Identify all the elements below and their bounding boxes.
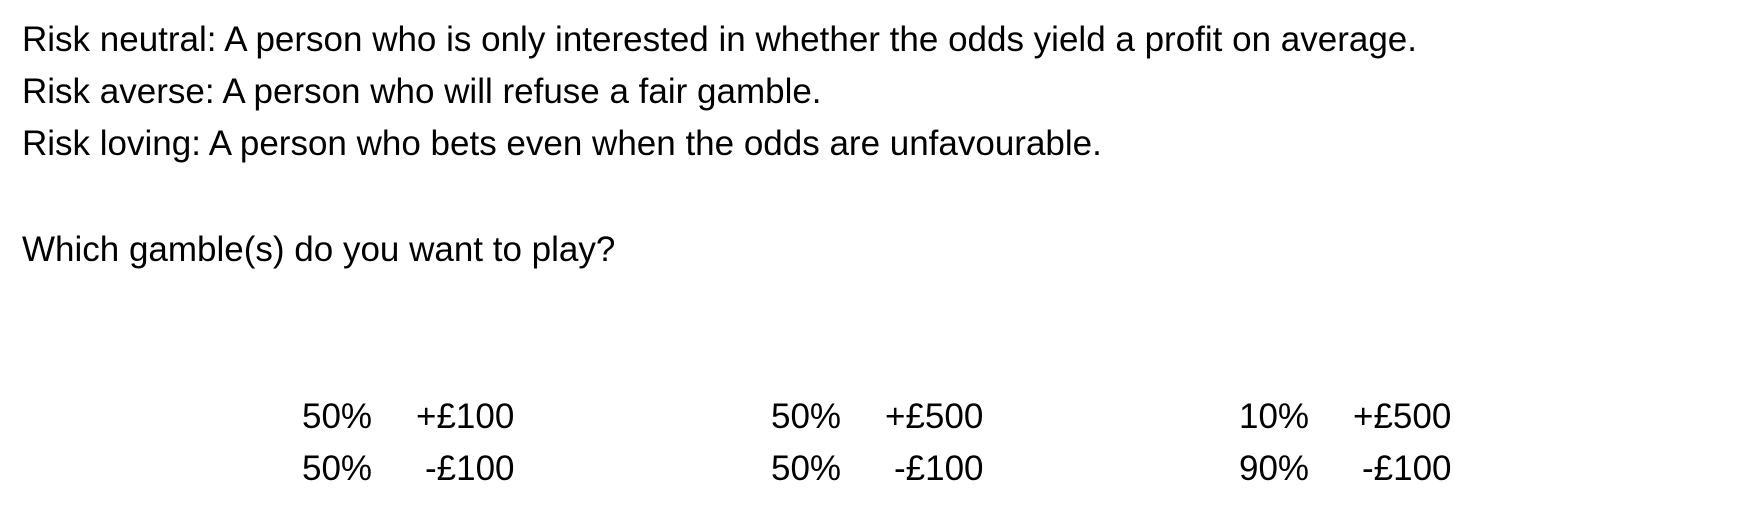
outcome-probability: 90% — [1239, 449, 1310, 488]
outcome-probability: 10% — [1239, 397, 1310, 436]
definition-risk-loving: Risk loving: A person who bets even when… — [22, 124, 1102, 163]
outcome-amount: +£100 — [416, 397, 515, 436]
outcome-amount: -£100 — [1362, 449, 1452, 488]
outcome-probability: 50% — [771, 449, 842, 488]
outcome-amount: -£100 — [425, 449, 515, 488]
outcome-probability: 50% — [302, 397, 373, 436]
definitions-block: Risk neutral: A person who is only inter… — [22, 14, 1417, 170]
question-text: Which gamble(s) do you want to play? — [22, 230, 616, 269]
definition-risk-averse: Risk averse: A person who will refuse a … — [22, 72, 822, 111]
outcome-amount: +£500 — [885, 397, 984, 436]
outcome-probability: 50% — [771, 397, 842, 436]
outcome-probability: 50% — [302, 449, 373, 488]
outcome-amount: -£100 — [894, 449, 984, 488]
outcome-amount: +£500 — [1353, 397, 1452, 436]
definition-risk-neutral: Risk neutral: A person who is only inter… — [22, 20, 1417, 59]
